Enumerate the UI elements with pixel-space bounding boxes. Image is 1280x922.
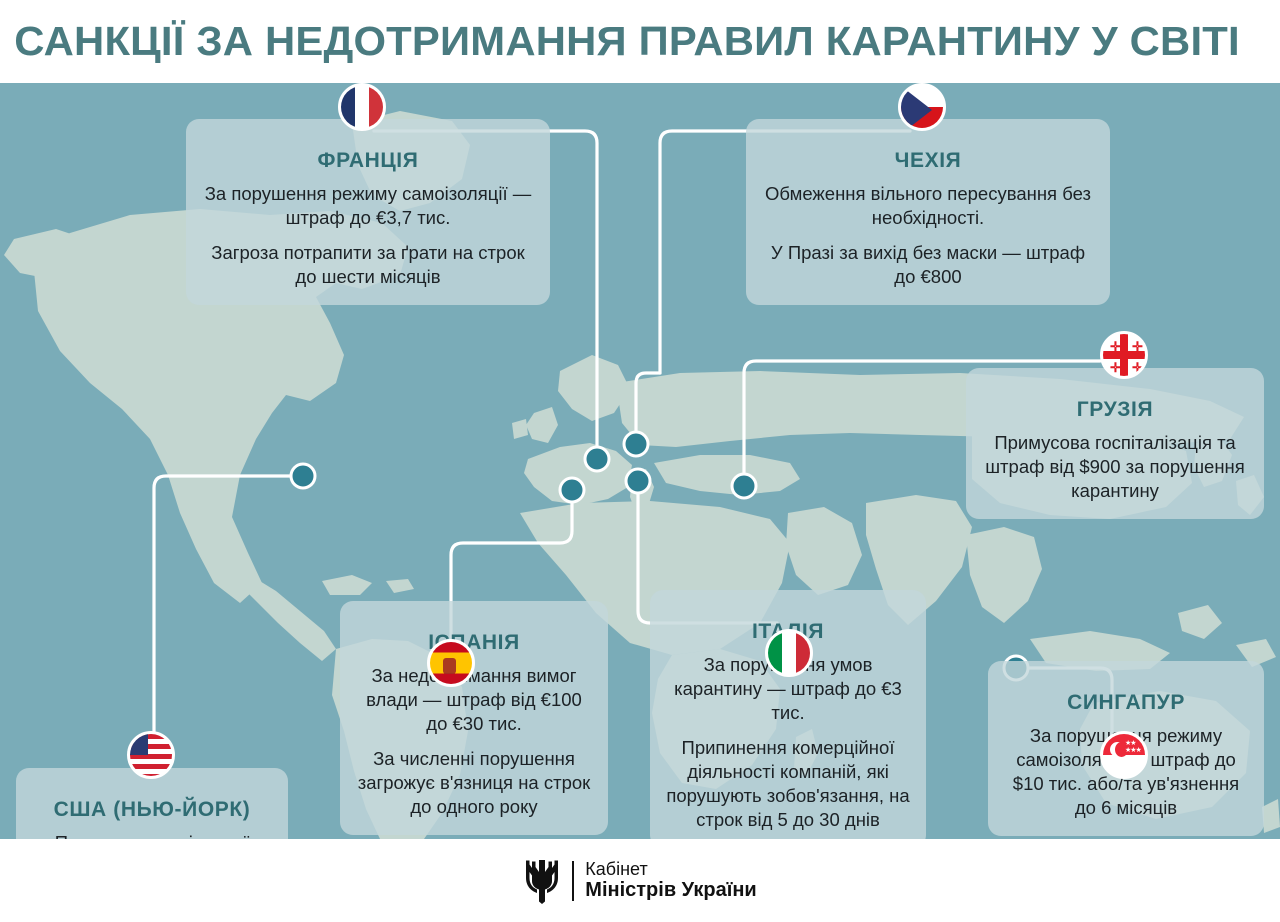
card-text-spain-0: За недотримання вимог влади — штраф від … [366, 665, 582, 735]
logo-text: Кабінет Міністрів України [585, 859, 756, 903]
card-title-france: ФРАНЦІЯ [317, 149, 419, 172]
flag-singapore-icon: ★★ ★★★ [1100, 731, 1148, 779]
ukraine-trident-icon [526, 859, 559, 904]
card-italy[interactable]: ІТАЛІЯ За порушення умов карантину — штр… [650, 590, 926, 839]
logo-divider [572, 860, 575, 901]
marker-usa[interactable] [289, 462, 317, 490]
card-text-czechia-0: Обмеження вільного пересування без необх… [765, 183, 1091, 229]
card-text-italy-1: Припинення комерційної діяльності компан… [666, 737, 910, 831]
flag-georgia-icon: ✛ ✛ ✛ ✛ [1100, 331, 1148, 379]
logo-line-1: Кабінет [585, 858, 648, 879]
marker-czechia[interactable] [622, 430, 650, 458]
page-title: САНКЦІЇ ЗА НЕДОТРИМАННЯ ПРАВИЛ КАРАНТИНУ… [14, 18, 1240, 64]
card-title-georgia: ГРУЗІЯ [1076, 398, 1154, 421]
footer-bar: Кабінет Міністрів України [0, 839, 1280, 922]
marker-spain[interactable] [558, 476, 586, 504]
header-bar: САНКЦІЇ ЗА НЕДОТРИМАННЯ ПРАВИЛ КАРАНТИНУ… [0, 0, 1280, 83]
marker-georgia[interactable] [730, 472, 758, 500]
card-title-usa: США (НЬЮ-ЙОРК) [53, 798, 251, 821]
flag-usa-icon [127, 731, 175, 779]
flag-czechia-icon [898, 83, 946, 131]
card-text-georgia-0: Примусова госпіталізація та штраф від $9… [985, 432, 1245, 502]
card-title-spain: ІСПАНІЯ [428, 631, 520, 654]
card-title-czechia: ЧЕХІЯ [894, 149, 962, 172]
card-title-singapore: СИНГАПУР [1067, 691, 1185, 714]
card-text-france-0: За порушення режиму самоізоляції — штраф… [204, 183, 532, 229]
flag-italy-icon [765, 629, 813, 677]
card-france[interactable]: ФРАНЦІЯ За порушення режиму самоізоляції… [186, 119, 550, 306]
card-text-czechia-1: У Празі за вихід без маски — штраф до €8… [770, 242, 1086, 288]
card-text-singapore-0: За порушення режиму самоізоляції — штраф… [1012, 725, 1240, 819]
flag-spain-icon [427, 639, 475, 687]
marker-italy[interactable] [624, 467, 652, 495]
cabinet-of-ministers-logo: Кабінет Міністрів України [523, 858, 757, 904]
card-text-france-1: Загроза потрапити за ґрати на строк до ш… [211, 242, 525, 288]
logo-line-2: Міністрів України [585, 879, 757, 902]
world-map-stage: ✛ ✛ ✛ ✛ ★★ ★★★ ФРАНЦІЯ За порушення режи [0, 83, 1280, 839]
card-czechia[interactable]: ЧЕХІЯ Обмеження вільного пересування без… [746, 119, 1110, 306]
card-spain[interactable]: ІСПАНІЯ За недотримання вимог влади — шт… [340, 601, 608, 836]
card-text-spain-1: За численні порушення загрожує в'язниця … [357, 748, 591, 818]
flag-france-icon [338, 83, 386, 131]
card-text-usa-0: Порушення соціальної дистанції — штраф в… [32, 831, 272, 839]
marker-france[interactable] [583, 445, 611, 473]
card-georgia[interactable]: ГРУЗІЯ Примусова госпіталізація та штраф… [966, 368, 1264, 520]
card-usa[interactable]: США (НЬЮ-ЙОРК) Порушення соціальної дист… [16, 768, 288, 839]
